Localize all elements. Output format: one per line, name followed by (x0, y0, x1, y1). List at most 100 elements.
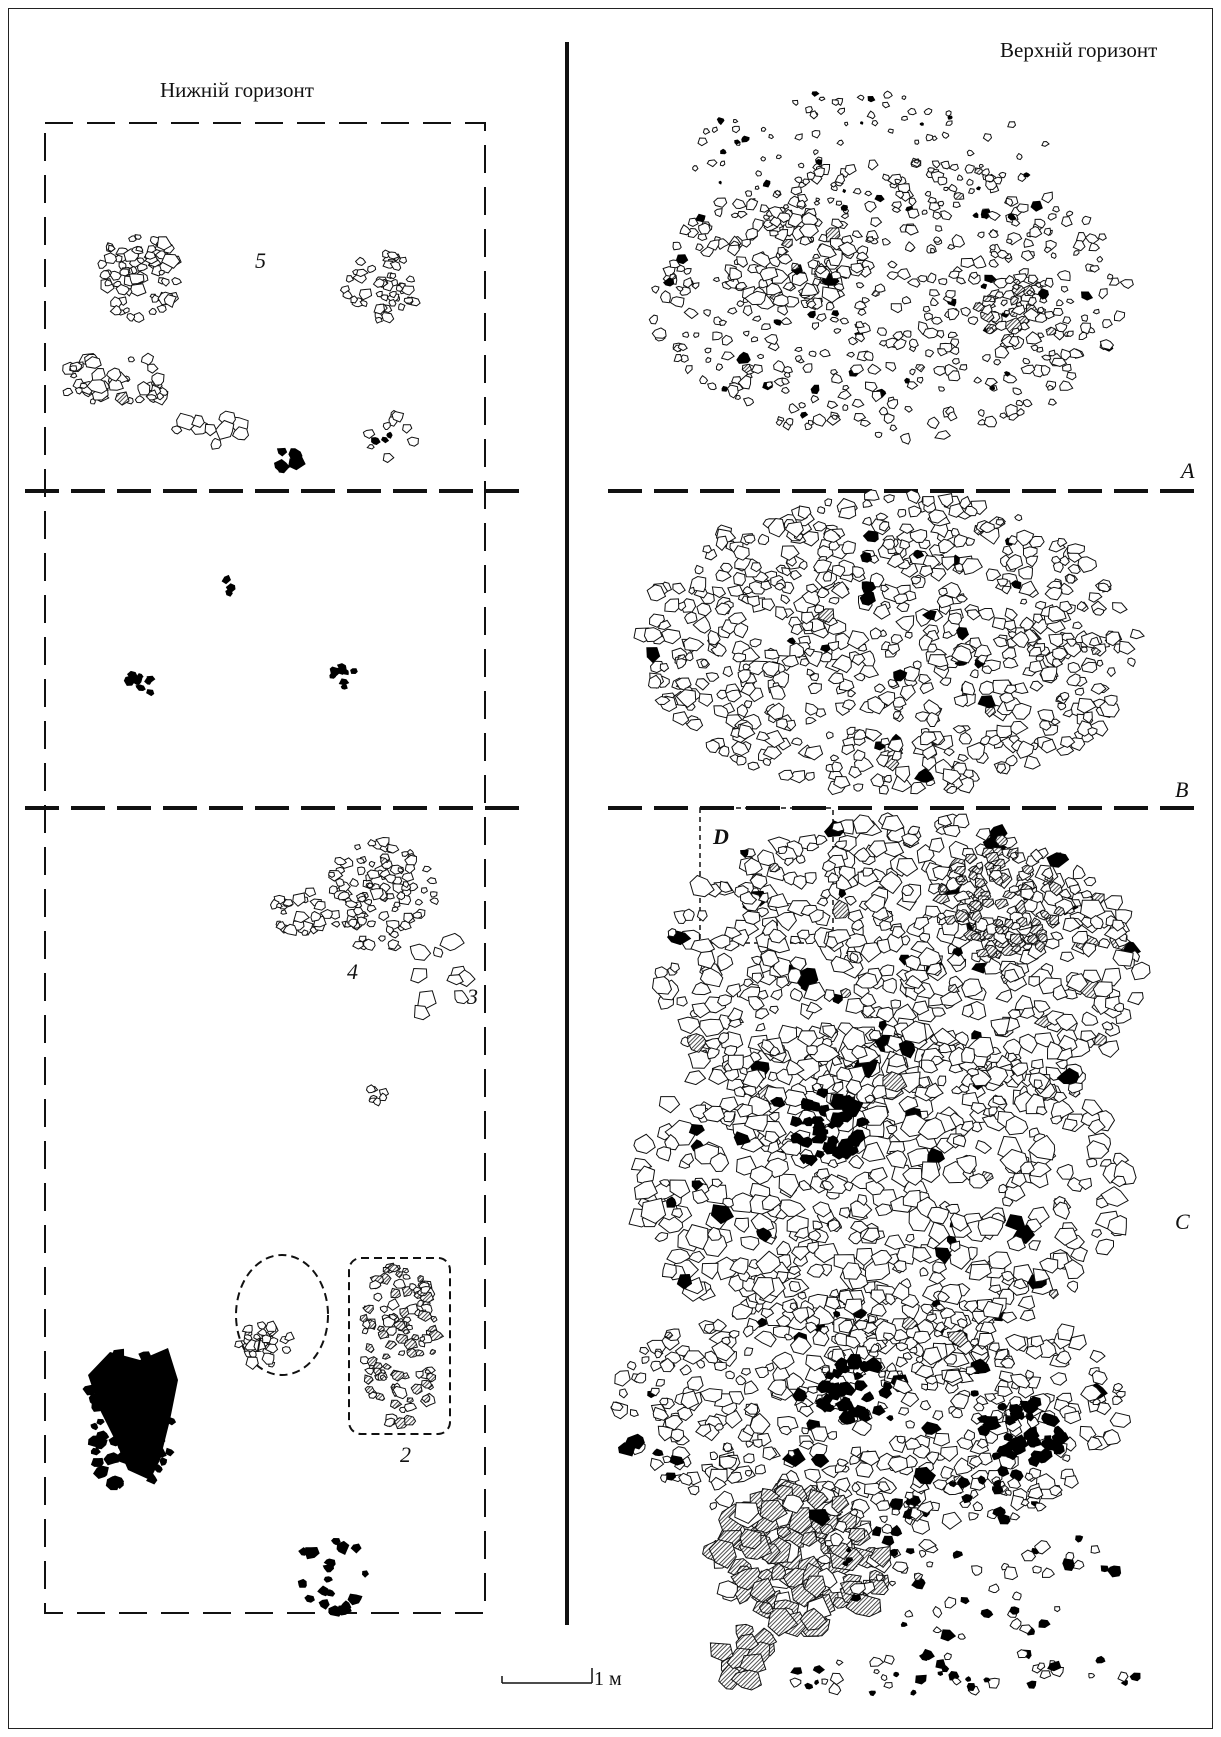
black-fragment (997, 1513, 1011, 1525)
stone-outline (388, 298, 397, 307)
stone-outline (366, 882, 374, 889)
stone-outline (830, 955, 855, 973)
black-fragment (818, 1128, 829, 1136)
hatched-stone (771, 1562, 787, 1581)
stone-outline (855, 251, 869, 261)
stone-outline (833, 1477, 851, 1493)
hatched-stone (362, 1304, 374, 1315)
black-fragment (773, 319, 782, 326)
stone-outline (1107, 273, 1114, 280)
stone-outline (1061, 216, 1073, 228)
black-fragment (859, 590, 876, 606)
stone-outline (284, 1331, 295, 1342)
stone-outline (148, 307, 157, 316)
stone-outline (806, 1263, 825, 1278)
black-fragment (1037, 288, 1049, 300)
stone-outline (362, 429, 376, 439)
stone-outline (1039, 1670, 1052, 1680)
stone-outline (892, 331, 904, 341)
stone-outline (934, 430, 952, 440)
stone-outline (805, 1354, 826, 1372)
stone-outline (1060, 348, 1073, 361)
stone-outline (841, 743, 855, 756)
stone-outline (732, 118, 739, 124)
stone-outline (815, 265, 828, 275)
stone-outline (693, 332, 700, 338)
stone-outline (1105, 631, 1121, 647)
black-fragment (96, 1418, 105, 1426)
stone-outline (1057, 537, 1068, 548)
black-fragment (96, 1430, 110, 1441)
stone-outline (851, 1482, 861, 1493)
stone-outline (731, 740, 750, 757)
stone-outline (1072, 864, 1086, 880)
lower-horizon-stones (62, 234, 476, 1617)
stone-outline (1029, 680, 1044, 692)
stone-outline (1090, 682, 1107, 695)
stone-outline (789, 569, 803, 581)
stone-outline (345, 275, 355, 283)
black-fragment (822, 1142, 837, 1155)
stone-outline (717, 1032, 729, 1044)
stone-outline (1049, 1372, 1068, 1386)
hatched-stone (426, 1372, 437, 1383)
stone-outline (953, 890, 971, 902)
stone-outline (1044, 586, 1063, 601)
stone-outline (952, 201, 961, 209)
hatched-stone (948, 983, 960, 994)
stone-outline (781, 1494, 805, 1514)
stone-outline (432, 946, 444, 958)
stone-outline (714, 1423, 724, 1431)
stone-outline (1040, 738, 1057, 754)
stone-outline (1081, 215, 1092, 226)
stone-outline (698, 222, 711, 235)
black-fragment (881, 1535, 895, 1547)
stone-outline (772, 1365, 791, 1381)
stone-outline (810, 1426, 829, 1443)
stone-outline (875, 1006, 894, 1023)
black-fragment (139, 1410, 150, 1421)
hatched-stone (1026, 289, 1036, 297)
stone-outline (74, 386, 83, 395)
stone-outline (1057, 702, 1067, 711)
stone-outline (669, 259, 681, 269)
stone-outline (887, 678, 899, 688)
stone-outline (1007, 1477, 1022, 1489)
stone-outline (1054, 1227, 1078, 1246)
stone-outline (1018, 565, 1034, 580)
stone-outline (726, 384, 739, 399)
stone-outline (733, 1217, 750, 1233)
stone-outline (739, 890, 758, 905)
stone-outline (1002, 1196, 1014, 1207)
stone-outline (920, 1059, 939, 1074)
stone-outline (969, 669, 979, 679)
stone-outline (695, 678, 710, 691)
stone-outline (261, 1352, 275, 1365)
black-fragment (935, 1659, 946, 1669)
black-fragment (134, 1372, 143, 1381)
black-fragment (304, 1594, 315, 1603)
stone-outline (722, 1197, 734, 1208)
stone-outline (1052, 206, 1060, 213)
stone-outline (109, 270, 122, 281)
stone-outline (878, 1515, 888, 1524)
stone-outline (802, 178, 811, 186)
black-fragment (853, 1371, 864, 1380)
stone-outline (659, 662, 670, 673)
stone-outline (776, 718, 789, 730)
stone-outline (1004, 1489, 1012, 1496)
stone-outline (831, 761, 843, 772)
stone-outline (1011, 284, 1020, 291)
stone-outline (1100, 1186, 1129, 1207)
black-fragment (890, 1548, 899, 1557)
stone-outline (822, 1024, 837, 1039)
black-fragment (350, 1543, 362, 1554)
black-fragment (831, 1149, 847, 1160)
stone-outline (672, 582, 686, 595)
stone-outline (988, 1284, 1002, 1294)
stone-outline (994, 345, 1010, 359)
stone-outline (947, 307, 960, 321)
stone-outline (1081, 942, 1097, 958)
stone-outline (1034, 1502, 1047, 1512)
stone-outline (1088, 592, 1103, 603)
